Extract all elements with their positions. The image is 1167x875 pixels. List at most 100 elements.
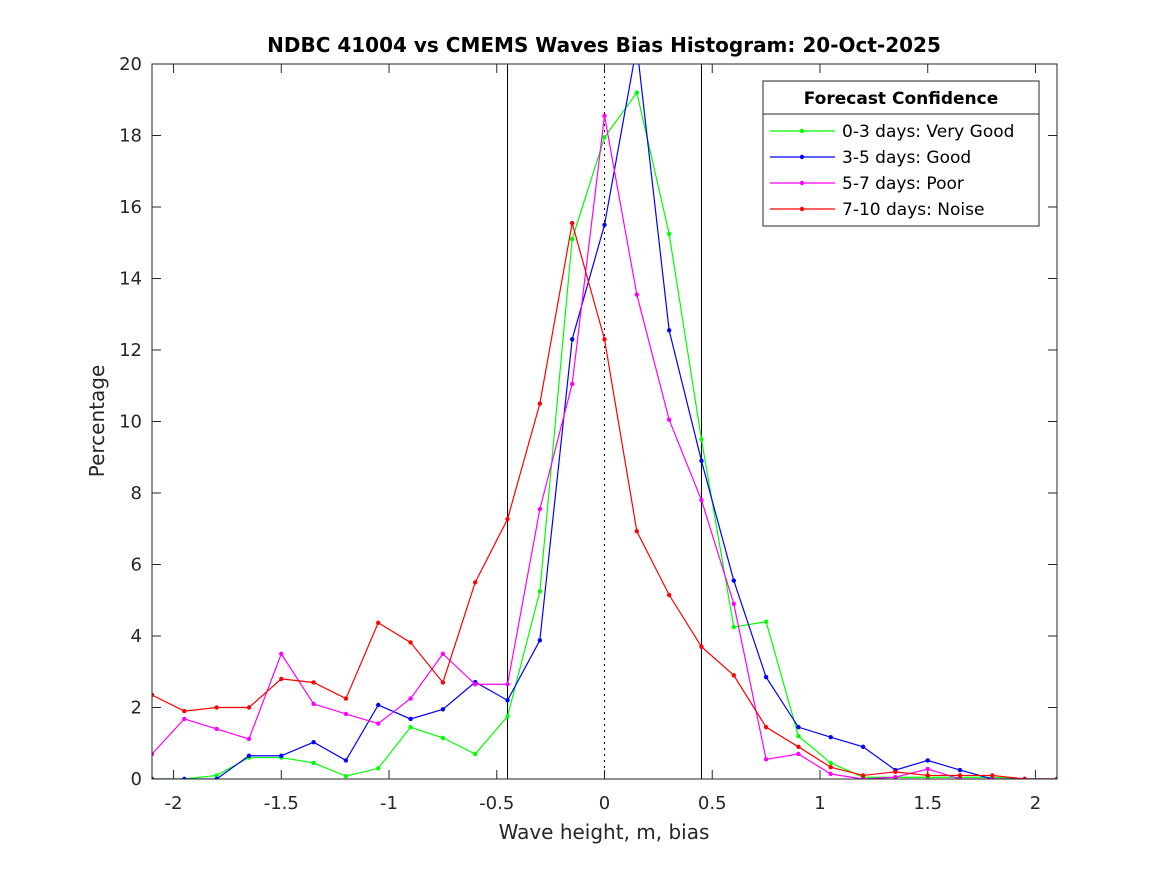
- data-point: [376, 721, 381, 726]
- x-tick-label: -1.5: [264, 793, 299, 814]
- x-tick-labels: -2 -1.5 -1 -0.5 0 0.5 1 1.5 2: [165, 793, 1042, 814]
- data-point: [990, 776, 995, 779]
- series-4: [152, 220, 1057, 779]
- data-point: [343, 711, 349, 717]
- data-point: [214, 726, 219, 732]
- data-point: [796, 733, 801, 739]
- data-point: [957, 773, 963, 778]
- data-point: [343, 696, 349, 701]
- data-point: [602, 337, 607, 342]
- data-point: [763, 619, 769, 624]
- data-point: [182, 716, 187, 722]
- data-point: [505, 698, 510, 703]
- legend-entry: 0-3 days: Very Good: [770, 122, 1014, 142]
- data-point: [343, 758, 349, 763]
- legend: Forecast Confidence 0-3 days: Very Good 3…: [762, 80, 1040, 227]
- data-point: [925, 773, 930, 778]
- data-point: [731, 624, 736, 630]
- y-tick-labels: 0 2 4 6 8 10 12 14 16 18 20: [119, 54, 142, 790]
- data-point: [214, 705, 219, 710]
- data-point: [763, 674, 769, 680]
- x-tick-label: 1: [814, 793, 825, 814]
- legend-label: 0-3 days: Very Good: [842, 122, 1014, 142]
- data-point: [860, 776, 866, 779]
- data-point: [1054, 776, 1057, 779]
- x-tick-label: 2: [1030, 793, 1041, 814]
- legend-label: 3-5 days: Good: [842, 148, 971, 168]
- legend-swatch-marker: [799, 180, 805, 186]
- data-point: [602, 135, 607, 140]
- data-point: [828, 734, 833, 740]
- data-point: [893, 775, 898, 779]
- x-tick-label: -0.5: [479, 793, 514, 814]
- data-point: [376, 620, 381, 625]
- data-point: [537, 589, 543, 594]
- data-point: [214, 776, 219, 779]
- y-tick-label: 20: [119, 54, 142, 75]
- data-point: [311, 680, 316, 685]
- data-point: [828, 771, 833, 777]
- x-axis-label: Wave height, m, bias: [499, 820, 710, 844]
- data-point: [666, 417, 672, 422]
- data-point: [279, 676, 284, 682]
- y-tick-label: 4: [131, 626, 142, 647]
- chart-title: NDBC 41004 vs CMEMS Waves Bias Histogram…: [267, 33, 941, 57]
- data-point: [537, 638, 543, 643]
- data-point: [666, 231, 672, 237]
- axes-box: [151, 63, 1058, 780]
- data-point: [666, 328, 672, 333]
- reference-lines: [507, 64, 702, 779]
- data-point: [376, 766, 381, 771]
- data-point: [505, 682, 510, 687]
- legend-entries: 0-3 days: Very Good 3-5 days: Good 5-7 day…: [770, 122, 1014, 220]
- data-point: [152, 776, 155, 779]
- data-point: [634, 292, 640, 297]
- data-point: [569, 236, 575, 242]
- y-tick-label: 14: [119, 269, 142, 290]
- y-tick-label: 6: [131, 555, 142, 576]
- legend-title: Forecast Confidence: [804, 89, 999, 109]
- y-tick-label: 8: [131, 483, 142, 504]
- data-point: [925, 758, 930, 763]
- data-point: [796, 744, 801, 750]
- series-group: [152, 64, 1057, 779]
- data-point: [311, 760, 316, 766]
- legend-swatch-marker: [799, 154, 805, 160]
- data-point: [569, 337, 575, 342]
- data-point: [473, 580, 478, 585]
- data-point: [957, 767, 963, 773]
- data-point: [440, 707, 446, 712]
- y-tick-label: 16: [119, 197, 142, 218]
- x-tick-label: 1.5: [913, 793, 942, 814]
- data-point: [537, 506, 543, 512]
- data-point: [602, 222, 607, 228]
- y-tick-label: 10: [119, 412, 142, 433]
- data-point: [505, 714, 510, 719]
- data-point: [408, 724, 413, 730]
- y-tick-label: 12: [119, 340, 142, 361]
- data-point: [731, 673, 736, 678]
- data-point: [731, 578, 736, 583]
- data-point: [731, 601, 736, 607]
- legend-box: [762, 80, 1040, 227]
- data-point: [828, 765, 833, 770]
- data-point: [182, 708, 187, 714]
- data-point: [440, 680, 446, 685]
- data-point: [828, 760, 833, 766]
- data-point: [214, 773, 219, 778]
- data-point: [925, 766, 930, 772]
- x-tick-label: 0.5: [698, 793, 727, 814]
- data-point: [1022, 776, 1027, 779]
- data-point: [602, 113, 607, 119]
- data-point: [537, 401, 543, 406]
- legend-entry: 7-10 days: Noise: [770, 200, 984, 220]
- data-point: [246, 705, 252, 710]
- x-tick-label: 0: [599, 793, 610, 814]
- data-point: [699, 458, 704, 464]
- legend-label: 5-7 days: Poor: [842, 174, 964, 194]
- data-point: [699, 644, 704, 649]
- data-point: [893, 769, 898, 775]
- data-point: [860, 744, 866, 750]
- data-point: [569, 220, 575, 226]
